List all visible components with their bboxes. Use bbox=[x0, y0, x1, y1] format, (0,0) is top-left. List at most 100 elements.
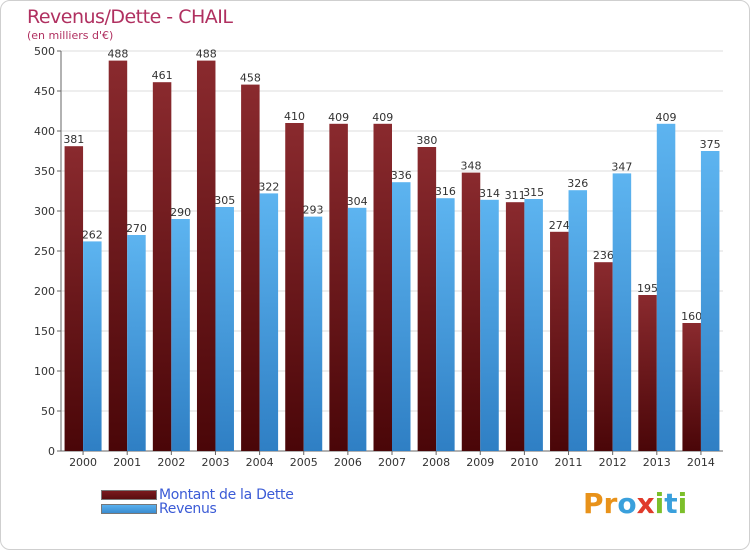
bar-debt bbox=[285, 123, 304, 451]
bar-debt bbox=[461, 172, 481, 451]
bar-revenue bbox=[347, 207, 367, 451]
bar-debt bbox=[638, 295, 657, 451]
y-tick-label: 200 bbox=[34, 285, 55, 298]
x-tick-label: 2002 bbox=[157, 456, 185, 469]
data-label-revenue: 409 bbox=[656, 111, 677, 124]
logo-letter: r bbox=[603, 487, 618, 520]
x-tick-label: 2011 bbox=[555, 456, 583, 469]
data-label-revenue: 290 bbox=[170, 206, 191, 219]
bar-revenue bbox=[700, 151, 720, 451]
data-label-revenue: 326 bbox=[567, 177, 588, 190]
x-tick-label: 2013 bbox=[643, 456, 671, 469]
y-tick-label: 100 bbox=[34, 365, 55, 378]
bar-debt bbox=[241, 84, 260, 451]
logo-letter: x bbox=[636, 487, 655, 520]
bar-revenue bbox=[480, 199, 499, 451]
logo-letter: i bbox=[654, 487, 665, 520]
x-tick-label: 2012 bbox=[599, 456, 627, 469]
y-tick-label: 500 bbox=[34, 45, 55, 58]
x-tick-label: 2006 bbox=[334, 456, 362, 469]
y-tick-label: 0 bbox=[48, 445, 55, 458]
x-tick-label: 2014 bbox=[687, 456, 715, 469]
legend-swatch-revenue bbox=[101, 504, 157, 514]
data-label-debt: 409 bbox=[328, 111, 349, 124]
chart-title: Revenus/Dette - CHAIL bbox=[27, 6, 233, 28]
y-tick-label: 150 bbox=[34, 325, 55, 338]
data-label-debt: 236 bbox=[593, 249, 614, 262]
data-label-debt: 409 bbox=[372, 111, 393, 124]
bar-debt bbox=[152, 82, 172, 451]
data-label-revenue: 293 bbox=[302, 204, 323, 217]
x-tick-label: 2008 bbox=[422, 456, 450, 469]
bar-revenue bbox=[524, 199, 543, 451]
bar-revenue bbox=[612, 173, 632, 451]
x-tick-label: 2001 bbox=[113, 456, 141, 469]
data-label-debt: 348 bbox=[461, 160, 482, 173]
bar-revenue bbox=[568, 190, 588, 451]
data-label-revenue: 314 bbox=[479, 187, 500, 200]
bar-revenue bbox=[127, 235, 146, 451]
legend-label-debt: Montant de la Dette bbox=[159, 487, 294, 503]
legend-label-revenue: Revenus bbox=[159, 501, 217, 517]
y-tick-label: 450 bbox=[34, 85, 55, 98]
y-tick-label: 400 bbox=[34, 125, 55, 138]
y-tick-label: 250 bbox=[34, 245, 55, 258]
x-tick-label: 2003 bbox=[201, 456, 229, 469]
bar-debt bbox=[329, 123, 348, 452]
data-label-revenue: 262 bbox=[82, 228, 103, 241]
data-label-revenue: 322 bbox=[258, 180, 279, 193]
legend-swatch-debt bbox=[101, 490, 157, 500]
bar-debt bbox=[594, 262, 613, 451]
data-label-debt: 160 bbox=[681, 310, 702, 323]
data-label-debt: 410 bbox=[284, 110, 305, 123]
bar-debt bbox=[196, 60, 216, 451]
data-label-debt: 461 bbox=[152, 69, 173, 82]
logo-letter: t bbox=[664, 487, 678, 520]
bar-debt bbox=[373, 123, 392, 452]
bar-debt bbox=[550, 231, 569, 451]
data-label-revenue: 316 bbox=[435, 185, 456, 198]
logo-letter: P bbox=[583, 487, 604, 520]
y-tick-label: 350 bbox=[34, 165, 55, 178]
x-tick-label: 2010 bbox=[510, 456, 538, 469]
data-label-debt: 381 bbox=[63, 133, 84, 146]
bar-debt bbox=[64, 146, 84, 451]
data-label-debt: 195 bbox=[637, 282, 658, 295]
data-label-revenue: 347 bbox=[611, 160, 632, 173]
logo-letter: o bbox=[617, 487, 637, 520]
bar-revenue bbox=[656, 123, 676, 452]
x-tick-label: 2004 bbox=[246, 456, 274, 469]
data-label-revenue: 305 bbox=[214, 194, 235, 207]
legend-item-debt: Montant de la Dette bbox=[101, 487, 294, 503]
data-label-debt: 488 bbox=[196, 48, 217, 61]
bar-debt bbox=[417, 147, 437, 451]
data-label-debt: 488 bbox=[107, 48, 128, 61]
data-label-debt: 458 bbox=[240, 72, 261, 85]
y-tick-label: 50 bbox=[41, 405, 55, 418]
data-label-revenue: 304 bbox=[347, 195, 368, 208]
bar-revenue bbox=[303, 216, 323, 451]
bar-revenue bbox=[392, 182, 411, 451]
bar-debt bbox=[682, 323, 701, 451]
proxiti-logo: Proxiti bbox=[583, 487, 687, 520]
data-label-revenue: 315 bbox=[523, 186, 544, 199]
data-label-debt: 311 bbox=[505, 189, 526, 202]
data-label-revenue: 375 bbox=[700, 138, 721, 151]
x-tick-label: 2005 bbox=[290, 456, 318, 469]
bar-debt bbox=[505, 202, 525, 451]
logo-letter: i bbox=[677, 487, 688, 520]
legend-item-revenue: Revenus bbox=[101, 501, 217, 517]
chart-subtitle: (en milliers d'€) bbox=[27, 29, 114, 42]
data-label-revenue: 270 bbox=[126, 222, 147, 235]
bar-revenue bbox=[215, 207, 234, 451]
bar-revenue bbox=[171, 219, 190, 451]
data-label-debt: 380 bbox=[416, 134, 437, 147]
bar-revenue bbox=[259, 193, 279, 451]
data-label-debt: 274 bbox=[549, 219, 570, 232]
bar-debt bbox=[108, 60, 128, 451]
bar-revenue bbox=[436, 198, 455, 451]
x-tick-label: 2009 bbox=[466, 456, 494, 469]
bar-revenue bbox=[83, 241, 102, 451]
